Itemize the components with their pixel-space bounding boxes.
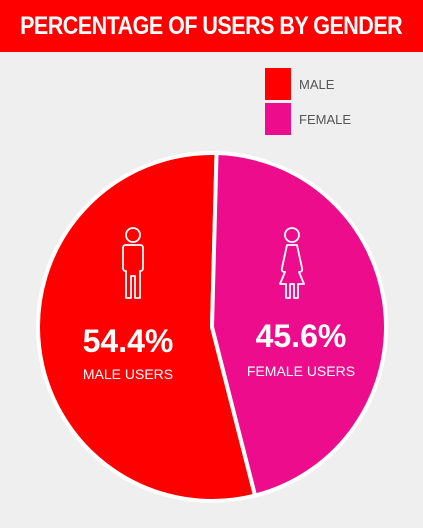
title-banner: PERCENTAGE OF USERS BY GENDER	[0, 0, 423, 52]
female-caption-label: FEMALE USERS	[247, 363, 355, 379]
legend-label-male: MALE	[299, 76, 335, 92]
female-percentage-label: 45.6%	[256, 318, 347, 354]
pie-slice-male	[36, 151, 258, 503]
pie-slice-female	[210, 151, 388, 498]
legend-item-female: FEMALE	[265, 103, 351, 135]
legend-swatch-female	[265, 103, 291, 135]
female-figure-icon	[279, 227, 305, 299]
male-percentage-label: 54.4%	[83, 323, 174, 359]
legend-label-female: FEMALE	[299, 111, 352, 127]
chart-title: PERCENTAGE OF USERS BY GENDER	[20, 11, 403, 40]
legend: MALE FEMALE	[265, 68, 351, 138]
male-caption-label: MALE USERS	[83, 366, 173, 382]
legend-swatch-male	[265, 68, 291, 100]
male-figure-icon	[122, 227, 144, 299]
legend-item-male: MALE	[265, 68, 351, 100]
